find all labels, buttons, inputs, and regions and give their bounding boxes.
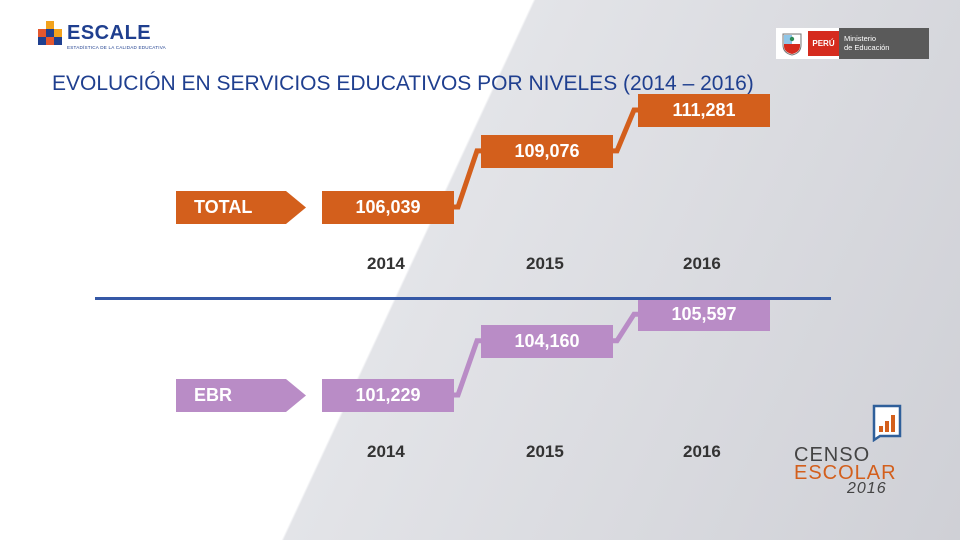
total-year-2016: 2016	[683, 254, 721, 273]
escale-tagline: ESTADÍSTICA DE LA CALIDAD EDUCATIVA	[67, 45, 166, 50]
section-divider	[95, 297, 831, 300]
escolar-word: ESCOLAR	[794, 462, 897, 484]
ebr-year-2016: 2016	[683, 442, 721, 461]
ebr-series-label: EBR	[176, 379, 306, 412]
ministry-line-1: Ministerio	[844, 34, 877, 43]
peru-label: PERÚ	[808, 31, 839, 56]
ebr-value-2016: 105,597	[638, 298, 770, 332]
ebr-value-2015: 104,160	[481, 324, 613, 358]
total-series-label: TOTAL	[176, 191, 306, 224]
total-value-2014: 106,039	[322, 191, 454, 224]
ebr-year-2014: 2014	[367, 442, 405, 461]
ebr-connector-0	[454, 338, 481, 398]
page-title: EVOLUCIÓN EN SERVICIOS EDUCATIVOS POR NI…	[52, 72, 754, 95]
escale-mark-icon	[38, 21, 62, 45]
peru-coat-of-arms-icon	[782, 33, 802, 56]
escale-wordmark: ESCALE	[67, 22, 152, 44]
ministry-logo: PERÚ Ministerio de Educación	[776, 28, 929, 59]
escale-logo: ESCALE ESTADÍSTICA DE LA CALIDAD EDUCATI…	[36, 18, 166, 54]
ministry-name: Ministerio de Educación	[839, 28, 929, 59]
censo-word: CENSO	[794, 444, 871, 466]
total-value-2016: 111,281	[638, 94, 770, 128]
total-year-2015: 2015	[526, 254, 564, 273]
total-connector-0	[454, 148, 481, 210]
total-year-2014: 2014	[367, 254, 405, 273]
censo-escolar-logo: CENSO ESCOLAR 2016	[790, 402, 902, 502]
ministry-line-2: de Educación	[844, 43, 890, 52]
census-bar-chart-icon	[872, 404, 902, 442]
censo-year: 2016	[847, 480, 887, 497]
total-connector-1	[613, 107, 638, 154]
ebr-year-2015: 2015	[526, 442, 564, 461]
total-value-2015: 109,076	[481, 134, 613, 168]
ebr-value-2014: 101,229	[322, 379, 454, 412]
ebr-connector-1	[613, 311, 638, 344]
